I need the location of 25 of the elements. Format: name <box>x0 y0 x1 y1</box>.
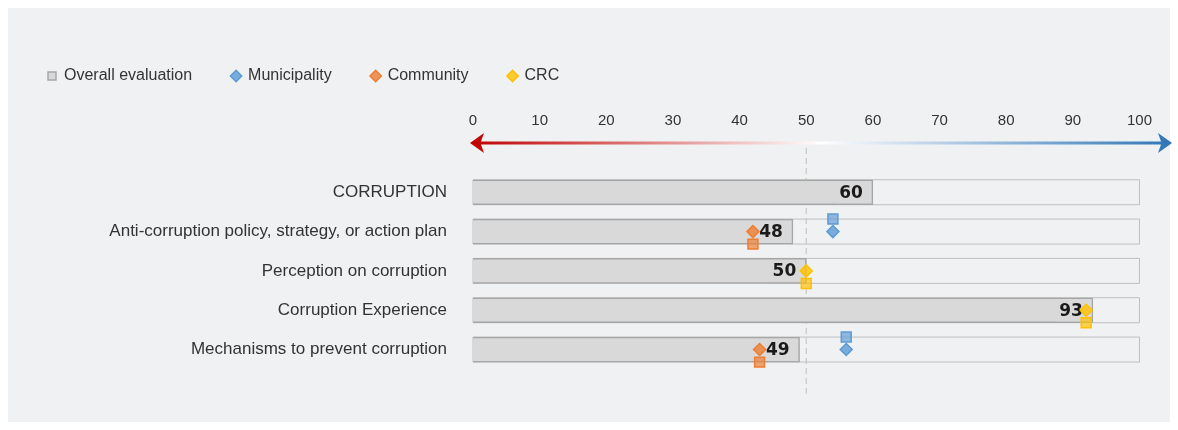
x-tick-label: 60 <box>864 111 882 129</box>
legend-label: Overall evaluation <box>64 66 193 84</box>
x-tick-label: 100 <box>1126 111 1152 129</box>
y-tick-label: CORRUPTION <box>332 181 447 201</box>
y-tick-label: Mechanisms to prevent corruption <box>190 339 447 359</box>
data-label: 50 <box>772 260 797 281</box>
data-label: 49 <box>765 338 790 359</box>
legend-label: Community <box>387 66 469 84</box>
x-tick-label: 50 <box>797 111 815 129</box>
legend-label: CRC <box>524 66 560 84</box>
data-label: 60 <box>839 181 864 202</box>
x-tick-label: 0 <box>468 111 478 129</box>
y-tick-label: Perception on corruption <box>261 260 447 280</box>
x-tick-label: 70 <box>931 111 948 129</box>
x-tick-label: 10 <box>531 111 548 129</box>
y-tick-label: Anti-corruption policy, strategy, or action plan <box>109 221 447 241</box>
x-tick-label: 80 <box>997 111 1015 129</box>
x-tick-label: 90 <box>1064 111 1082 129</box>
x-tick-label: 30 <box>664 111 682 129</box>
y-tick-label: Corruption Experience <box>277 299 447 319</box>
x-tick-label: 20 <box>597 111 615 129</box>
x-tick-label: 40 <box>731 111 748 129</box>
legend-label: Municipality <box>248 66 332 84</box>
data-label: 93 <box>1059 299 1083 320</box>
data-label: 48 <box>759 220 783 241</box>
